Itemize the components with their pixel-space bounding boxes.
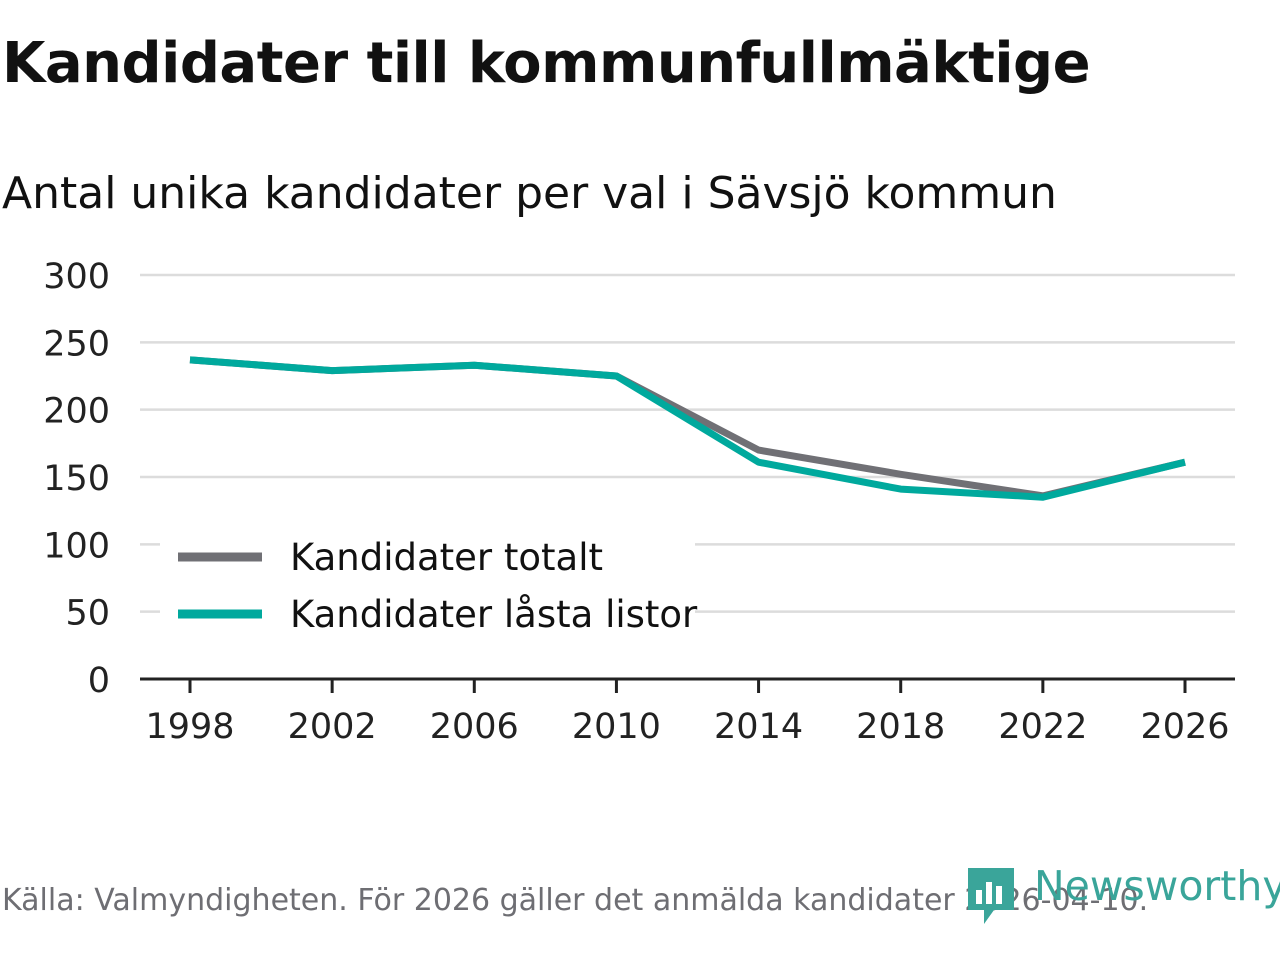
y-tick-label: 250 — [43, 324, 110, 364]
legend-background — [160, 528, 695, 646]
series — [189, 356, 1186, 501]
legend-label-1: Kandidater låsta listor — [290, 593, 698, 636]
x-tick-label: 2018 — [856, 707, 945, 747]
line-chart: 0 50 100 150 200 250 300 1998 2002 2006 2010 2014 2… — [43, 257, 1235, 747]
x-tick-label: 2002 — [288, 707, 377, 747]
y-tick-label: 150 — [43, 459, 110, 499]
x-tick-label: 2026 — [1140, 707, 1229, 747]
source-note: Källa: Valmyndigheten. För 2026 gäller d… — [2, 883, 1149, 918]
y-tick-label: 200 — [43, 392, 110, 432]
series-line-0 — [189, 356, 1186, 500]
x-tick-label: 2022 — [998, 707, 1087, 747]
legend-label-0: Kandidater totalt — [290, 536, 603, 579]
y-tick-label: 0 — [88, 661, 110, 701]
chart-title: Kandidater till kommunfullmäktige — [2, 31, 1091, 96]
y-tick-label: 300 — [43, 257, 110, 297]
series-line-1 — [189, 356, 1186, 501]
chart-subtitle: Antal unika kandidater per val i Sävsjö … — [2, 168, 1057, 219]
legend: Kandidater totalt Kandidater låsta listor — [160, 528, 698, 646]
x-tick-label: 2010 — [572, 707, 661, 747]
x-axis: 1998 2002 2006 2010 2014 2018 2022 2026 — [140, 677, 1235, 747]
y-tick-label: 100 — [43, 526, 110, 566]
x-tick-label: 2006 — [430, 707, 519, 747]
brand-logo: Newsworthy — [964, 864, 1280, 930]
y-tick-label: 50 — [65, 594, 110, 634]
x-tick-label: 2014 — [714, 707, 803, 747]
y-axis: 0 50 100 150 200 250 300 — [43, 257, 110, 701]
newsworthy-logo-icon — [968, 868, 1014, 924]
brand-name: Newsworthy — [1034, 862, 1280, 910]
x-tick-label: 1998 — [145, 707, 234, 747]
